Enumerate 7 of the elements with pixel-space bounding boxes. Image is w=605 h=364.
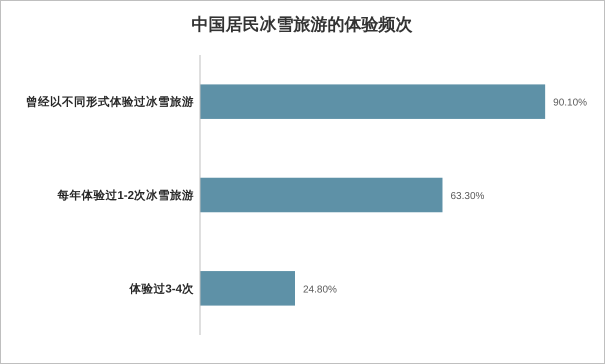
- y-tick-label: 曾经以不同形式体验过冰雪旅游: [26, 94, 194, 109]
- data-label: 90.10%: [553, 98, 588, 109]
- chart-title: 中国居民冰雪旅游的体验频次: [192, 15, 414, 35]
- data-label: 24.80%: [303, 284, 338, 296]
- y-tick-label: 每年体验过1-2次冰雪旅游: [56, 188, 194, 202]
- y-tick-label: 体验过3-4次: [128, 281, 195, 296]
- data-label: 63.30%: [450, 191, 485, 202]
